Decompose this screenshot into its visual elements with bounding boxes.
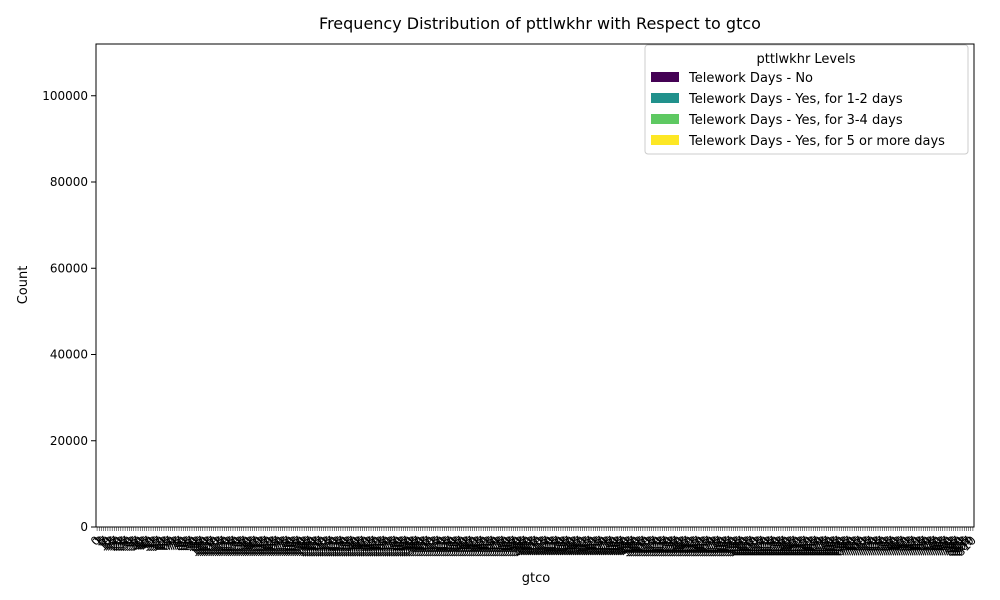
legend-label-no: Telework Days - No [688,71,813,86]
legend-label-1-2: Telework Days - Yes, for 1-2 days [688,92,903,107]
y-tick-label: 100000 [42,89,88,103]
y-tick-label: 0 [80,520,88,534]
x-axis: 0135791113151719212325272931333537394143… [88,527,979,559]
chart-title: Frequency Distribution of pttlwkhr with … [319,14,761,33]
plot-frame [95,43,975,528]
legend-swatch-5plus [651,135,679,145]
y-tick-label: 20000 [50,434,88,448]
x-axis-label: gtco [522,571,550,586]
y-axis: 0 20000 40000 60000 80000 100000 [42,89,96,534]
legend-label-3-4: Telework Days - Yes, for 3-4 days [688,113,903,128]
y-tick-label: 40000 [50,348,88,362]
legend-swatch-3-4 [651,114,679,124]
legend-title: pttlwkhr Levels [756,52,855,67]
y-tick-label: 60000 [50,261,88,275]
legend-box [644,44,969,155]
legend-swatch-no [651,72,679,82]
y-axis-label: Count [16,266,31,305]
legend-label-5plus: Telework Days - Yes, for 5 or more days [688,134,945,149]
y-tick-label: 80000 [50,175,88,189]
legend-swatch-1-2 [651,93,679,103]
legend: pttlwkhr Levels Telework Days - No Telew… [644,44,969,155]
